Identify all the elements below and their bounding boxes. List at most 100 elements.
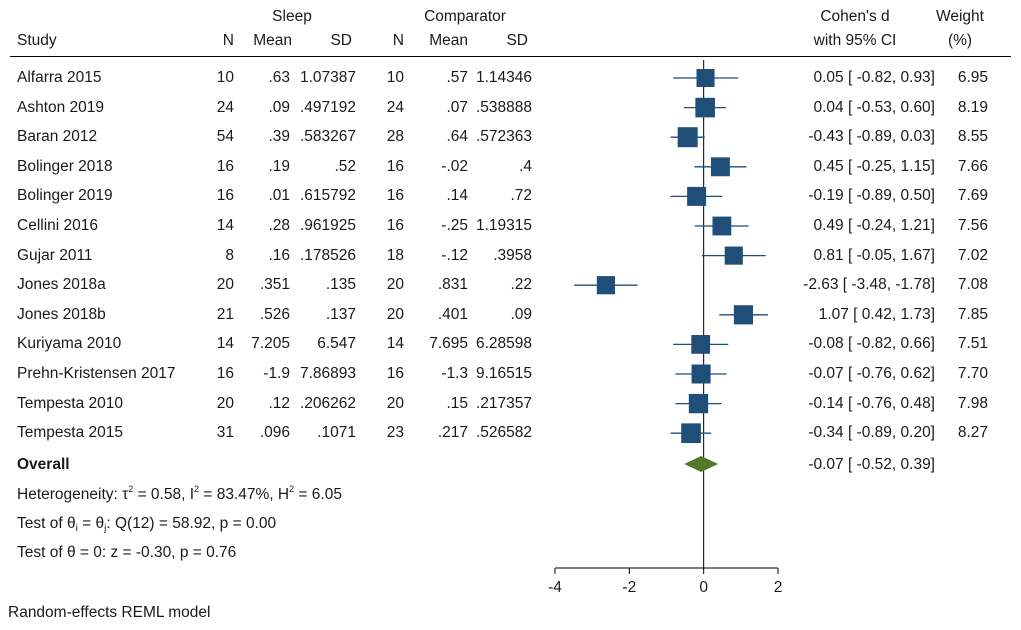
effect-marker xyxy=(712,216,732,236)
effect-ci-text: 0.45 [ -0.25, 1.15] xyxy=(813,157,935,175)
sleep-mean: .351 xyxy=(259,276,290,294)
effect-marker xyxy=(696,68,715,88)
sleep-mean: .16 xyxy=(268,246,290,264)
sleep-n: 10 xyxy=(216,69,234,86)
sleep-sd: .1071 xyxy=(317,424,356,442)
weight-value: 7.51 xyxy=(957,335,988,353)
comparator-sd: 1.14346 xyxy=(475,69,532,86)
comparator-mean: -.02 xyxy=(441,157,468,175)
weight-value: 7.02 xyxy=(957,246,988,264)
sleep-sd: .52 xyxy=(334,157,356,175)
sleep-n: 16 xyxy=(216,187,234,205)
heterogeneity-stats: Heterogeneity: τ2 = 0.58, I2 = 83.47%, H… xyxy=(17,484,342,504)
effect-marker xyxy=(681,423,701,444)
comparator-n-header: N xyxy=(392,32,404,49)
sleep-n: 54 xyxy=(216,128,234,146)
sleep-sd-header: SD xyxy=(330,32,352,49)
sleep-mean: .63 xyxy=(268,69,290,86)
header-divider xyxy=(10,56,1011,57)
effect-marker xyxy=(695,97,715,118)
x-tick-label: 2 xyxy=(774,579,783,596)
comparator-n: 16 xyxy=(386,365,404,382)
weight-value: 7.85 xyxy=(957,305,988,323)
sleep-sd: 7.86893 xyxy=(299,365,356,382)
effect-ci-text: 1.07 [ 0.42, 1.73] xyxy=(818,305,935,323)
comparator-sd: .09 xyxy=(510,305,532,323)
comparator-sd: .4 xyxy=(519,157,532,175)
comparator-mean-header: Mean xyxy=(429,32,468,49)
sleep-mean: 7.205 xyxy=(251,335,290,353)
sleep-n-header: N xyxy=(222,32,234,49)
sleep-n: 16 xyxy=(216,365,234,382)
sleep-sd: .583267 xyxy=(299,128,356,146)
weight-value: 7.98 xyxy=(957,394,988,412)
weight-value: 6.95 xyxy=(957,69,988,86)
overall-effect-test: Test of θ = 0: z = -0.30, p = 0.76 xyxy=(17,544,237,561)
sleep-mean: .39 xyxy=(268,128,290,146)
overall-ci-text: -0.07 [ -0.52, 0.39] xyxy=(808,456,935,473)
effect-header-line1: Cohen's d xyxy=(820,8,890,25)
effect-ci-text: 0.05 [ -0.82, 0.93] xyxy=(813,69,935,86)
comparator-sd: 1.19315 xyxy=(475,217,532,234)
sleep-group-header: Sleep xyxy=(272,8,312,25)
weight-value: 8.27 xyxy=(957,424,988,442)
sleep-n: 8 xyxy=(225,246,234,264)
effect-ci-text: 0.04 [ -0.53, 0.60] xyxy=(813,98,935,116)
effect-marker xyxy=(691,364,711,384)
comparator-sd: .538888 xyxy=(475,98,532,116)
study-column-header: Study xyxy=(17,32,57,49)
comparator-sd: .3958 xyxy=(493,246,532,264)
overall-diamond xyxy=(684,456,719,472)
sleep-sd: .961925 xyxy=(299,217,356,234)
comparator-mean: .14 xyxy=(446,187,468,205)
study-name: Jones 2018a xyxy=(17,276,106,294)
comparator-sd: .22 xyxy=(510,276,532,294)
sleep-n: 24 xyxy=(216,98,234,116)
comparator-sd: .572363 xyxy=(475,128,532,146)
sleep-sd: .206262 xyxy=(299,394,356,412)
weight-header-line2: (%) xyxy=(947,32,973,49)
weight-value: 7.08 xyxy=(957,276,988,294)
effect-ci-text: -0.07 [ -0.76, 0.62] xyxy=(808,365,935,382)
study-name: Bolinger 2019 xyxy=(17,187,113,205)
overall-label: Overall xyxy=(17,456,70,473)
effect-ci-text: -2.63 [ -3.48, -1.78] xyxy=(803,276,935,294)
effect-ci-text: -0.14 [ -0.76, 0.48] xyxy=(808,394,935,412)
model-footnote: Random-effects REML model xyxy=(8,604,211,621)
sleep-sd: 1.07387 xyxy=(299,69,356,86)
comparator-mean: -1.3 xyxy=(441,365,468,382)
study-name: Ashton 2019 xyxy=(17,98,105,116)
study-name: Tempesta 2010 xyxy=(17,394,123,412)
comparator-sd: .526582 xyxy=(475,424,532,442)
effect-marker xyxy=(691,335,711,354)
sleep-mean: .09 xyxy=(268,98,290,116)
effect-ci-text: -0.08 [ -0.82, 0.66] xyxy=(808,335,935,353)
effect-ci-text: -0.43 [ -0.89, 0.03] xyxy=(808,128,935,146)
weight-value: 8.55 xyxy=(957,128,988,146)
weight-value: 7.70 xyxy=(957,365,988,382)
effect-marker xyxy=(677,127,698,148)
x-tick-label: 0 xyxy=(699,579,708,596)
comparator-n: 28 xyxy=(386,128,404,146)
effect-ci-text: -0.19 [ -0.89, 0.50] xyxy=(808,187,935,205)
comparator-sd: 6.28598 xyxy=(475,335,532,353)
sleep-sd: .497192 xyxy=(299,98,356,116)
sleep-n: 31 xyxy=(216,424,234,442)
effect-marker xyxy=(733,305,754,325)
sleep-n: 16 xyxy=(216,157,234,175)
comparator-n: 16 xyxy=(386,187,404,205)
comparator-group-header: Comparator xyxy=(424,8,506,25)
study-name: Baran 2012 xyxy=(17,128,98,146)
comparator-n: 20 xyxy=(386,305,404,323)
comparator-n: 10 xyxy=(386,69,404,86)
effect-marker xyxy=(687,186,707,206)
sleep-n: 14 xyxy=(216,335,234,353)
comparator-n: 20 xyxy=(386,394,404,412)
sleep-mean: .12 xyxy=(268,394,290,412)
weight-value: 7.66 xyxy=(957,157,988,175)
comparator-mean: .15 xyxy=(446,394,468,412)
weight-value: 7.69 xyxy=(957,187,988,205)
effect-marker xyxy=(596,276,616,295)
study-name: Jones 2018b xyxy=(17,305,106,323)
